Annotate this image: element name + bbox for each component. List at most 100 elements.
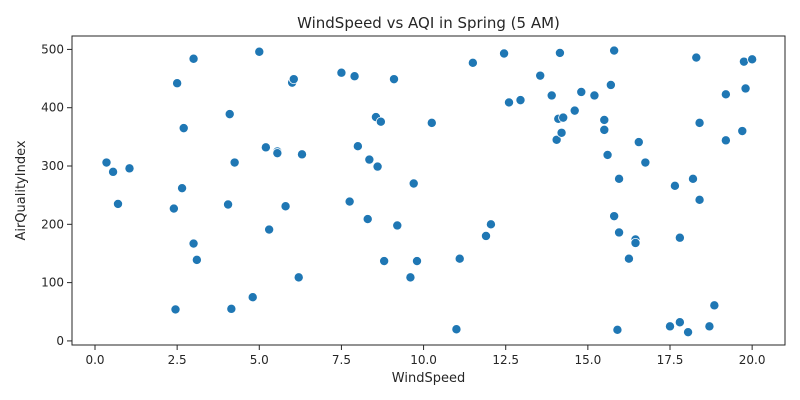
data-point [392, 220, 403, 231]
data-point [408, 178, 419, 189]
data-point [224, 109, 235, 120]
data-point [480, 230, 491, 241]
x-tick-label: 15.0 [574, 353, 601, 367]
data-point [296, 149, 307, 160]
data-point [254, 46, 265, 57]
data-point [170, 304, 181, 315]
x-tick-label: 12.5 [492, 353, 519, 367]
data-point [499, 48, 510, 59]
data-point [599, 114, 610, 125]
data-point [551, 134, 562, 145]
data-point [336, 67, 347, 78]
data-point [589, 90, 600, 101]
data-point [172, 78, 183, 89]
data-point [738, 56, 749, 67]
y-tick-label: 400 [41, 101, 64, 115]
x-tick-label: 7.5 [332, 353, 351, 367]
y-axis: 0 100 200 300 400 500 [41, 42, 72, 348]
data-point [691, 52, 702, 63]
x-tick-label: 2.5 [168, 353, 187, 367]
x-tick-label: 5.0 [250, 353, 269, 367]
data-point [669, 180, 680, 191]
data-point [740, 83, 751, 94]
data-point [364, 154, 375, 165]
data-point [614, 227, 625, 238]
data-point [352, 141, 363, 152]
x-axis: 0.0 2.5 5.0 7.5 10.0 12.5 15.0 17.5 20.0 [85, 345, 766, 367]
data-point [293, 272, 304, 283]
data-point [168, 203, 179, 214]
data-point [535, 70, 546, 81]
data-point [454, 253, 465, 264]
x-tick-label: 17.5 [657, 353, 684, 367]
data-point [556, 127, 567, 138]
data-point [223, 199, 234, 210]
data-point [344, 196, 355, 207]
data-point [554, 47, 565, 58]
x-tick-label: 0.0 [85, 353, 104, 367]
data-point [694, 117, 705, 128]
chart-title: WindSpeed vs AQI in Spring (5 AM) [297, 14, 560, 32]
data-point [599, 124, 610, 135]
data-point [467, 57, 478, 68]
data-point [264, 224, 275, 235]
data-point [280, 201, 291, 212]
data-point [188, 238, 199, 249]
data-point [229, 157, 240, 168]
data-point [247, 292, 258, 303]
y-axis-label: AirQualityIndex [14, 140, 29, 240]
data-point [569, 105, 580, 116]
data-point [226, 303, 237, 314]
data-point [709, 300, 720, 311]
data-point [694, 194, 705, 205]
data-point [720, 89, 731, 100]
y-tick-label: 100 [41, 276, 64, 290]
data-point [609, 45, 620, 56]
x-tick-label: 20.0 [739, 353, 766, 367]
data-point [576, 86, 587, 97]
data-point [372, 161, 383, 172]
data-point [113, 198, 124, 209]
data-point [640, 157, 651, 168]
data-point [177, 183, 188, 194]
data-point [405, 272, 416, 283]
plot-frame [71, 35, 786, 346]
data-point [124, 163, 135, 174]
data-point [665, 321, 676, 332]
data-point [674, 317, 685, 328]
data-point [720, 135, 731, 146]
data-point [188, 53, 199, 64]
data-point [605, 79, 616, 90]
data-point [101, 157, 112, 168]
data-point [688, 173, 699, 184]
x-tick-label: 10.0 [410, 353, 437, 367]
data-point [191, 254, 202, 265]
data-point [411, 256, 422, 267]
data-point [362, 214, 373, 225]
y-tick-label: 0 [56, 334, 64, 348]
data-point [515, 95, 526, 106]
y-tick-label: 200 [41, 217, 64, 231]
data-point [623, 253, 634, 264]
data-point [503, 97, 514, 108]
data-point [485, 219, 496, 230]
data-point [375, 116, 386, 127]
data-point [451, 324, 462, 335]
data-point [558, 112, 569, 123]
data-point [674, 232, 685, 243]
data-point [630, 237, 641, 248]
data-point [633, 137, 644, 148]
data-point [737, 126, 748, 137]
y-tick-label: 300 [41, 159, 64, 173]
data-point [426, 117, 437, 128]
data-point [260, 142, 271, 153]
x-axis-label: WindSpeed [392, 371, 465, 386]
data-point [349, 71, 360, 82]
data-point [747, 54, 758, 65]
data-point [683, 327, 694, 338]
data-point [272, 148, 283, 159]
data-point [388, 74, 399, 85]
y-tick-label: 500 [41, 42, 64, 56]
data-point [288, 74, 299, 85]
